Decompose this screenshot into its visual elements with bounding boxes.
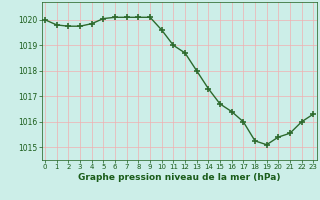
X-axis label: Graphe pression niveau de la mer (hPa): Graphe pression niveau de la mer (hPa) <box>78 173 280 182</box>
